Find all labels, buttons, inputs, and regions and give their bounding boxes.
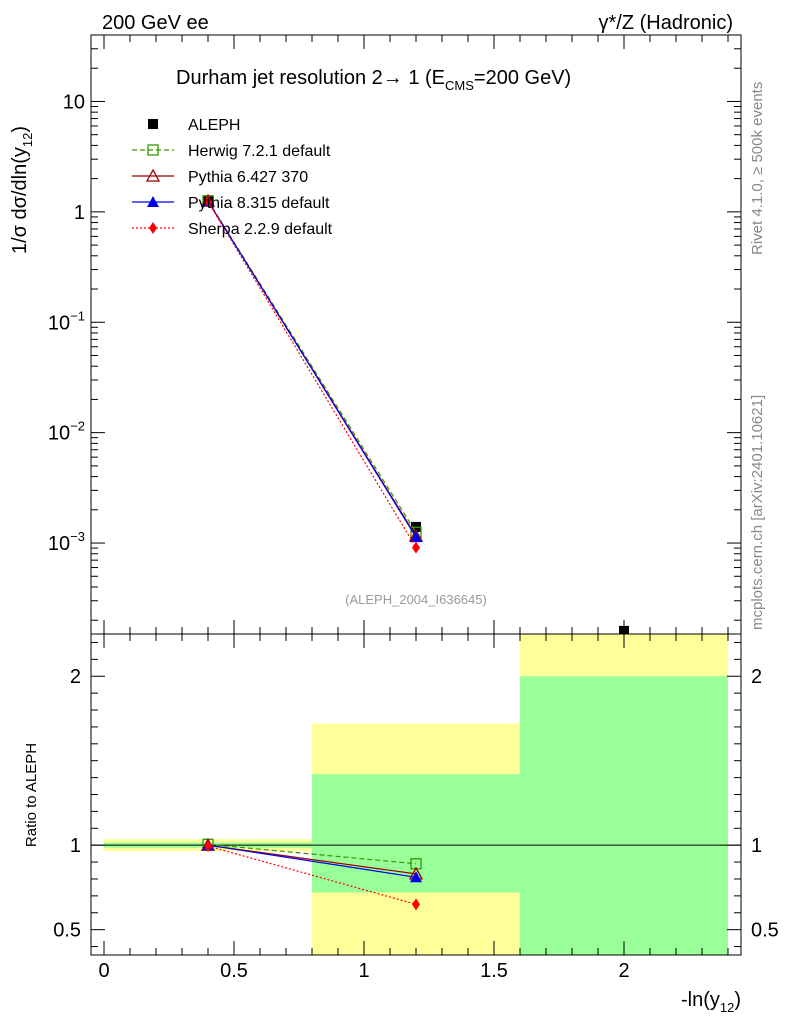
rivet-version-label: Rivet 4.1.0, ≥ 500k events [749, 82, 766, 255]
main-series-group [200, 193, 629, 636]
header-right-label: γ*/Z (Hadronic) [599, 12, 733, 34]
ratio-y-tick-label-right: 0.5 [751, 920, 779, 942]
title-mid: 1 (E [403, 67, 445, 89]
tick-base: 10 [48, 533, 70, 555]
mcplots-url-label: mcplots.cern.ch [arXiv:2401.10621] [749, 395, 766, 630]
ratio-y-tick-label-right: 1 [751, 835, 762, 857]
ratio-line-sherpa-2-2-9-default [207, 845, 417, 905]
tick-base: 10 [48, 312, 70, 334]
main-line-sherpa-2-2-9-default [207, 201, 417, 548]
ratio-series-group [200, 837, 424, 911]
x-tick-label: 1 [358, 960, 369, 982]
main-point-pythia-8-315-default [410, 531, 422, 543]
ratio-y-tick-label-left: 2 [70, 666, 81, 688]
legend-label-pythia-6-427-370: Pythia 6.427 370 [188, 169, 308, 186]
title-subscript: CMS [445, 78, 474, 93]
main-y-tick-label: 10−3 [48, 529, 85, 555]
legend-marker-pythia-6-427-370 [145, 168, 161, 182]
legend-label-pythia-8-315-default: Pythia 8.315 default [188, 195, 330, 212]
title-prefix: Durham jet resolution 2 [176, 67, 383, 89]
ratio-y-axis-label: Ratio to ALEPH [23, 743, 40, 847]
xlabel-subscript: 12 [720, 1000, 734, 1015]
ratio-y-tick-label-left: 1 [70, 835, 81, 857]
header-left-label: 200 GeV ee [102, 12, 209, 34]
main-plot-title: Durham jet resolution 2→ 1 (ECMS=200 GeV… [176, 67, 571, 93]
main-y-tick-label: 10−1 [48, 308, 85, 334]
ylabel-subscript: 12 [20, 133, 35, 147]
title-arrow: → [383, 67, 403, 89]
xlabel-main: -ln(y [681, 989, 720, 1011]
main-y-tick-label: 10−2 [48, 419, 85, 445]
main-y-tick-label: 10 [63, 91, 85, 113]
ratio-line-pythia-8-315-default [207, 844, 417, 878]
tick-base: 10 [48, 423, 70, 445]
xlabel-close: ) [734, 989, 741, 1011]
main-point-sherpa-2-2-9-default [412, 541, 420, 554]
legend-marker-sherpa-2-2-9-default [149, 222, 157, 234]
legend-label-sherpa-2-2-9-default: Sherpa 2.2.9 default [188, 221, 333, 238]
legend-marker-herwig-7-2-1-default [147, 144, 159, 156]
x-tick-label: 0 [98, 960, 109, 982]
ratio-point-sherpa-2-2-9-default [204, 840, 212, 853]
ylabel-close: ) [9, 126, 31, 133]
x-axis-label: -ln(y12) [681, 989, 741, 1015]
main-line-pythia-8-315-default [207, 200, 417, 538]
legend-marker-aleph [148, 119, 158, 129]
title-suffix: =200 GeV) [474, 67, 571, 89]
legend-label-aleph: ALEPH [188, 117, 240, 134]
x-tick-label: 2 [618, 960, 629, 982]
x-tick-label: 0.5 [220, 960, 248, 982]
ratio-line-herwig-7-2-1-default [207, 843, 417, 865]
main-point-sherpa-2-2-9-default [204, 195, 212, 208]
x-tick-label: 1.5 [480, 960, 508, 982]
ratio-y-tick-label-right: 2 [751, 666, 762, 688]
ratio-point-sherpa-2-2-9-default [412, 898, 420, 911]
legend-marker-pythia-8-315-default [147, 196, 159, 207]
analysis-watermark: (ALEPH_2004_I636645) [345, 592, 487, 607]
legend-label-herwig-7-2-1-default: Herwig 7.2.1 default [188, 143, 331, 160]
tick-base: 1 [74, 202, 85, 224]
legend: ALEPH Herwig 7.2.1 default Pythia 6.427 37… [132, 117, 333, 238]
ratio-axis-ticks: 2 2 1 1 0.5 0.5 0 0.5 1 1.5 2 [53, 634, 779, 982]
tick-base: 10 [63, 91, 85, 113]
ratio-plot-panel: 2 2 1 1 0.5 0.5 0 0.5 1 1.5 2 Ratio to ALEPH -ln(y… [23, 633, 779, 1015]
tick-exponent: −2 [70, 419, 85, 434]
tick-exponent: −3 [70, 529, 85, 544]
ylabel-main: 1/σ dσ/dln(y [9, 147, 31, 254]
ratio-point-pythia-8-315-default [410, 871, 422, 883]
tick-exponent: −1 [70, 308, 85, 323]
main-y-tick-label: 1 [74, 202, 85, 224]
ratio-y-tick-label-left: 0.5 [53, 920, 81, 942]
main-y-axis-label: 1/σ dσ/dln(y12) [9, 126, 35, 254]
stat-uncertainty-band [520, 676, 728, 955]
